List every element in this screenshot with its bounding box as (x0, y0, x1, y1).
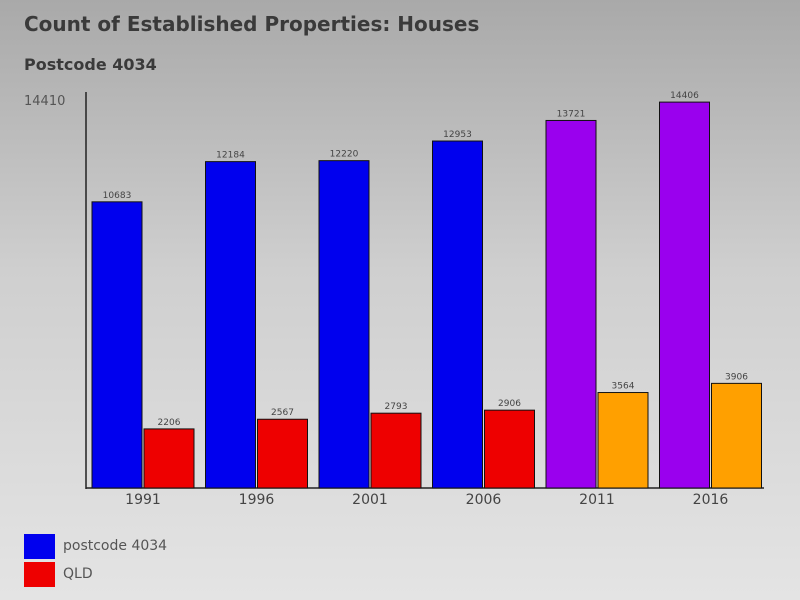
data-label-postcode-1996: 12184 (216, 151, 245, 161)
legend-label-qld: QLD (63, 566, 93, 582)
x-tick-label-1996: 1996 (239, 492, 275, 508)
data-label-qld-2016: 3906 (725, 372, 748, 382)
legend-item-qld: QLD (24, 560, 167, 588)
bar-postcode-2001 (318, 160, 370, 489)
bar-postcode-1991 (91, 201, 143, 489)
data-label-qld-1996: 2567 (271, 408, 294, 418)
x-tick-label-2006: 2006 (466, 492, 502, 508)
bar-qld-2001 (370, 412, 422, 489)
data-label-postcode-2006: 12953 (443, 130, 472, 140)
x-tick-label-2011: 2011 (579, 492, 615, 508)
bar-postcode-2016 (659, 101, 710, 489)
x-tick-label-1991: 1991 (125, 492, 161, 508)
legend-swatch-postcode (24, 533, 55, 559)
legend-swatch-qld (24, 561, 55, 587)
data-label-postcode-2011: 13721 (557, 109, 586, 119)
data-label-postcode-1991: 10683 (103, 191, 132, 201)
x-tick-label-2016: 2016 (693, 492, 729, 508)
x-tick-label-2001: 2001 (352, 492, 388, 508)
chart-subtitle: Postcode 4034 (24, 55, 157, 74)
data-label-qld-1991: 2206 (158, 418, 181, 428)
bar-postcode-2006 (432, 140, 483, 489)
bar-qld-2016 (711, 382, 762, 489)
data-label-qld-2001: 2793 (385, 402, 408, 412)
bar-qld-2011 (597, 392, 649, 489)
data-label-qld-2011: 3564 (612, 382, 635, 392)
legend-label-postcode: postcode 4034 (63, 538, 168, 554)
bar-qld-1996 (257, 418, 308, 489)
bar-postcode-1996 (205, 161, 256, 489)
bar-qld-1991 (143, 428, 195, 489)
data-label-qld-2006: 2906 (498, 399, 521, 409)
bar-qld-2006 (484, 409, 535, 489)
legend-item-postcode: postcode 4034 (24, 532, 167, 560)
chart-title: Count of Established Properties: Houses (24, 12, 480, 36)
data-label-postcode-2016: 14406 (670, 91, 699, 101)
legend: postcode 4034 QLD (24, 532, 167, 588)
bar-postcode-2011 (545, 119, 597, 489)
data-label-postcode-2001: 12220 (330, 150, 359, 160)
y-axis-max-label: 14410 (24, 94, 65, 109)
